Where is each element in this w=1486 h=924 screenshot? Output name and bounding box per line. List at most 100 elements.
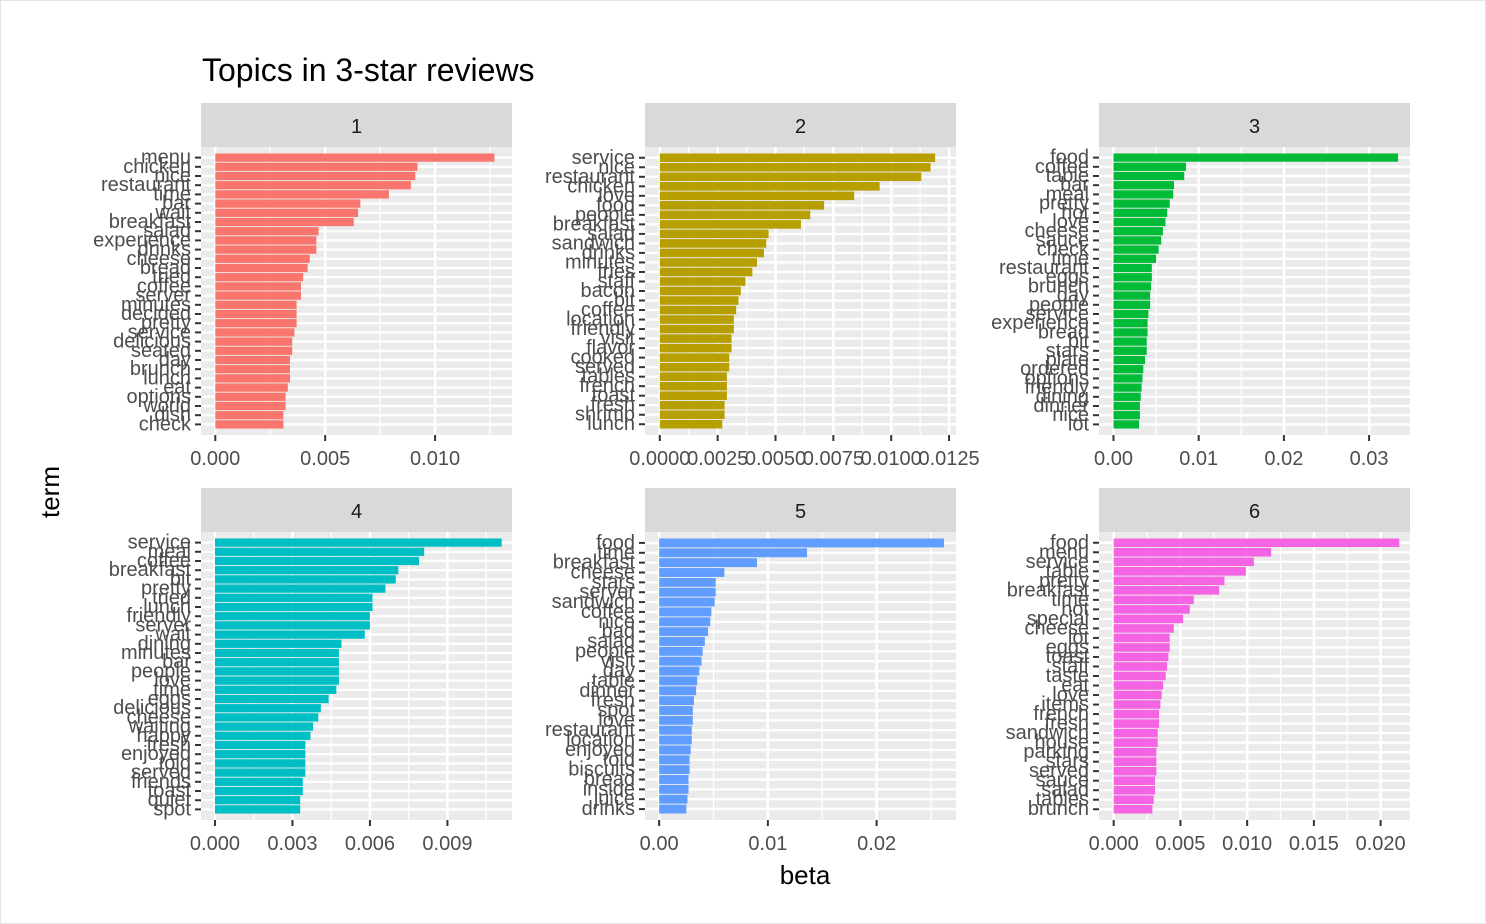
term-label: time	[153, 679, 191, 701]
term-label: sandwich	[552, 232, 635, 254]
term-label: coffee	[1035, 156, 1089, 178]
term-label: bar	[162, 651, 191, 673]
term-label: options	[127, 386, 192, 408]
term-label: taste	[1046, 665, 1089, 687]
bar-wait	[214, 630, 365, 639]
term-label: restaurant	[999, 257, 1089, 279]
term-label: server	[579, 581, 635, 603]
term-label: lot	[1068, 627, 1090, 649]
term-label: sauce	[1036, 770, 1089, 792]
bar-enjoyed	[214, 750, 306, 759]
term-label: friendly	[571, 318, 635, 340]
bar-server	[659, 587, 716, 597]
term-label: eat	[163, 377, 191, 399]
bar-inside	[659, 784, 689, 794]
term-label: bar	[162, 193, 191, 215]
x-axis-title: beta	[779, 860, 831, 890]
term-label: bit	[1068, 331, 1090, 353]
x-tick-label: 0.020	[1356, 833, 1406, 855]
term-label: dish	[154, 404, 191, 426]
term-label: bit	[170, 568, 192, 590]
term-label: meal	[1046, 183, 1089, 205]
bar-bar	[214, 658, 339, 667]
facet-strip-4	[201, 488, 512, 532]
term-label: table	[1046, 560, 1089, 582]
facet-strip-3	[1099, 103, 1410, 147]
term-label: service	[128, 532, 191, 554]
facet-strip-6	[1099, 488, 1410, 532]
bar-time	[1113, 595, 1194, 605]
term-label: bread	[584, 769, 635, 791]
term-label: brunch	[1028, 275, 1089, 297]
term-label: cheese	[571, 562, 636, 584]
bar-people	[1113, 300, 1151, 309]
bar-coffee	[659, 305, 737, 315]
term-label: breakfast	[109, 211, 192, 233]
term-label: world	[142, 395, 191, 417]
term-label: pretty	[141, 312, 191, 334]
term-label: service	[1026, 551, 1089, 573]
bar-friends	[214, 777, 303, 786]
bar-cheese	[1113, 624, 1174, 633]
term-label: table	[592, 670, 635, 692]
bar-staff	[1113, 662, 1168, 671]
bar-cheese	[215, 254, 310, 263]
bar-sauce	[1113, 776, 1156, 785]
bar-service	[1113, 557, 1254, 567]
bar-happy	[214, 731, 311, 740]
bar-service	[215, 328, 295, 337]
facet-strip-2	[645, 103, 956, 147]
term-label: day	[603, 660, 635, 682]
bar-quiet	[214, 796, 301, 805]
term-label: service	[1026, 303, 1089, 325]
bar-tables	[1113, 795, 1154, 805]
term-label: hot	[1061, 202, 1089, 224]
bar-dining	[214, 639, 342, 648]
term-label: cooked	[571, 347, 636, 369]
bar-salad	[659, 229, 769, 239]
bar-day	[215, 355, 291, 365]
term-label: drinks	[582, 242, 635, 264]
term-label: served	[131, 762, 191, 784]
panel-background	[1099, 147, 1410, 435]
x-tick-label: 0.0000	[629, 448, 690, 470]
term-label: food	[1050, 532, 1089, 554]
bar-coffee	[659, 607, 712, 617]
term-label: eggs	[148, 688, 191, 710]
bar-enjoyed	[659, 745, 691, 755]
bar-seated	[215, 346, 293, 355]
bar-eggs	[214, 694, 329, 704]
term-label: ordered	[1020, 358, 1089, 380]
term-label: day	[1057, 285, 1089, 307]
term-label: pretty	[1039, 193, 1089, 215]
bar-fresh	[659, 400, 725, 410]
term-label: time	[153, 183, 191, 205]
bar-salad	[1113, 785, 1156, 795]
term-label: drinks	[138, 239, 191, 261]
term-label: toast	[148, 780, 192, 802]
bar-nice	[659, 617, 711, 627]
bar-bit	[659, 296, 739, 305]
bar-eggs	[1113, 643, 1170, 652]
term-label: served	[1029, 760, 1089, 782]
bar-pretty	[215, 319, 297, 328]
bar-dinner	[1113, 401, 1140, 411]
bar-meal	[214, 547, 425, 556]
term-label: salad	[1041, 779, 1089, 801]
term-label: dining	[138, 633, 191, 655]
bar-food	[1113, 538, 1400, 548]
bar-lot	[1113, 420, 1140, 429]
bar-flavor	[659, 343, 732, 353]
term-label: dinner	[1033, 395, 1089, 417]
term-label: told	[603, 749, 635, 771]
bar-restaurant	[659, 725, 692, 735]
x-tick-label: 0.0100	[861, 448, 922, 470]
term-label: wait	[154, 624, 191, 646]
bar-french	[1113, 709, 1160, 719]
term-label: served	[575, 356, 635, 378]
term-label: tried	[152, 587, 191, 609]
panel-background	[201, 532, 512, 820]
x-tick-label: 0.015	[1289, 833, 1339, 855]
term-label: check	[139, 413, 192, 435]
term-label: food	[1050, 147, 1089, 169]
